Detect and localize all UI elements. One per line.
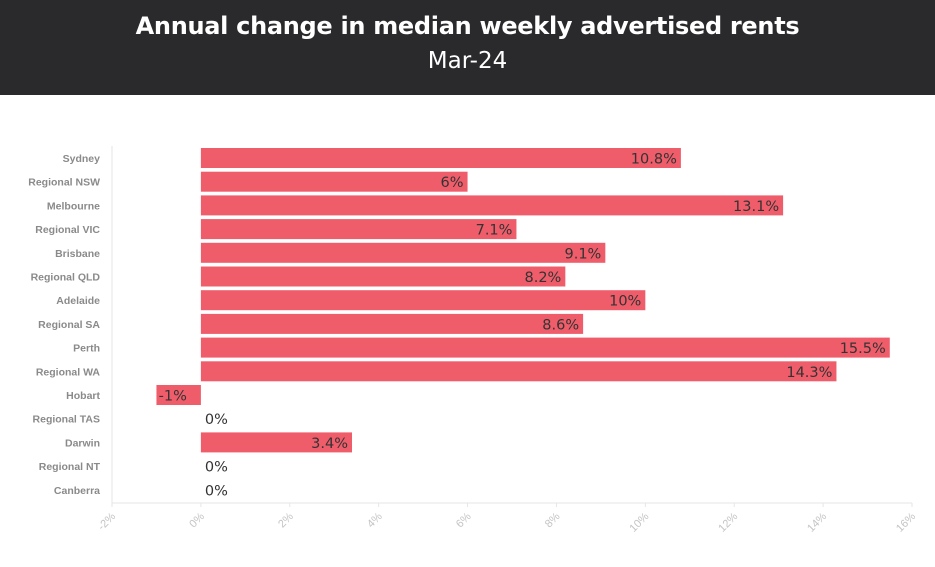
category-label: Hobart bbox=[66, 390, 100, 402]
data-label: 8.2% bbox=[524, 270, 561, 286]
category-label: Regional WA bbox=[36, 366, 101, 378]
category-label: Brisbane bbox=[55, 248, 100, 260]
data-label: 14.3% bbox=[786, 365, 832, 381]
x-tick-label: -2% bbox=[96, 510, 118, 532]
category-label: Perth bbox=[73, 343, 100, 355]
data-label: 15.5% bbox=[840, 341, 886, 357]
x-tick-label: 16% bbox=[894, 510, 918, 534]
x-tick-label: 0% bbox=[187, 510, 207, 530]
x-tick-label: 10% bbox=[627, 510, 651, 534]
category-label: Sydney bbox=[63, 153, 101, 165]
bar bbox=[200, 361, 837, 382]
bar bbox=[200, 219, 517, 240]
category-label: Regional TAS bbox=[33, 414, 100, 426]
x-tick-label: 12% bbox=[716, 510, 740, 534]
bar bbox=[200, 337, 890, 358]
data-label: 13.1% bbox=[733, 199, 779, 215]
chart-subtitle: Mar-24 bbox=[427, 48, 508, 74]
data-label: 7.1% bbox=[476, 223, 513, 239]
category-label: Melbourne bbox=[47, 200, 100, 212]
chart-header: Annual change in median weekly advertise… bbox=[0, 0, 935, 95]
category-label: Darwin bbox=[65, 437, 100, 449]
x-tick-label: 4% bbox=[365, 510, 385, 530]
bar-chart: -2% 0% 2% 4% 6% 8% 10% 12% 14% 16% Sydney 10.8% Regi… bbox=[28, 146, 918, 535]
category-label: Adelaide bbox=[56, 295, 100, 307]
category-label: Regional VIC bbox=[35, 224, 100, 236]
data-label: 3.4% bbox=[311, 436, 348, 452]
bar bbox=[200, 148, 681, 168]
x-tick-label: 14% bbox=[805, 510, 829, 534]
bar bbox=[200, 171, 468, 192]
bar bbox=[200, 432, 352, 453]
x-tick-label: 2% bbox=[276, 510, 296, 530]
data-label: 10% bbox=[609, 294, 641, 310]
bar bbox=[200, 266, 566, 287]
bar bbox=[200, 290, 646, 311]
chart-title: Annual change in median weekly advertise… bbox=[135, 12, 800, 40]
bar bbox=[200, 313, 584, 334]
data-label: 0% bbox=[205, 412, 228, 428]
data-label: 10.8% bbox=[631, 152, 677, 168]
category-label: Regional NT bbox=[39, 461, 101, 473]
bar bbox=[200, 195, 784, 216]
data-label: 9.1% bbox=[564, 246, 601, 262]
category-label: Regional QLD bbox=[31, 272, 101, 284]
data-label: -1% bbox=[159, 389, 187, 405]
x-tick-label: 6% bbox=[454, 510, 474, 530]
data-label: 8.6% bbox=[542, 317, 579, 333]
data-label: 0% bbox=[205, 483, 228, 499]
category-label: Canberra bbox=[54, 485, 100, 497]
bar bbox=[200, 242, 606, 263]
category-label: Regional NSW bbox=[28, 177, 100, 189]
data-label: 0% bbox=[205, 460, 228, 476]
bar bbox=[156, 385, 201, 405]
x-tick-label: 8% bbox=[543, 510, 563, 530]
data-label: 6% bbox=[441, 175, 464, 191]
category-label: Regional SA bbox=[38, 319, 100, 331]
